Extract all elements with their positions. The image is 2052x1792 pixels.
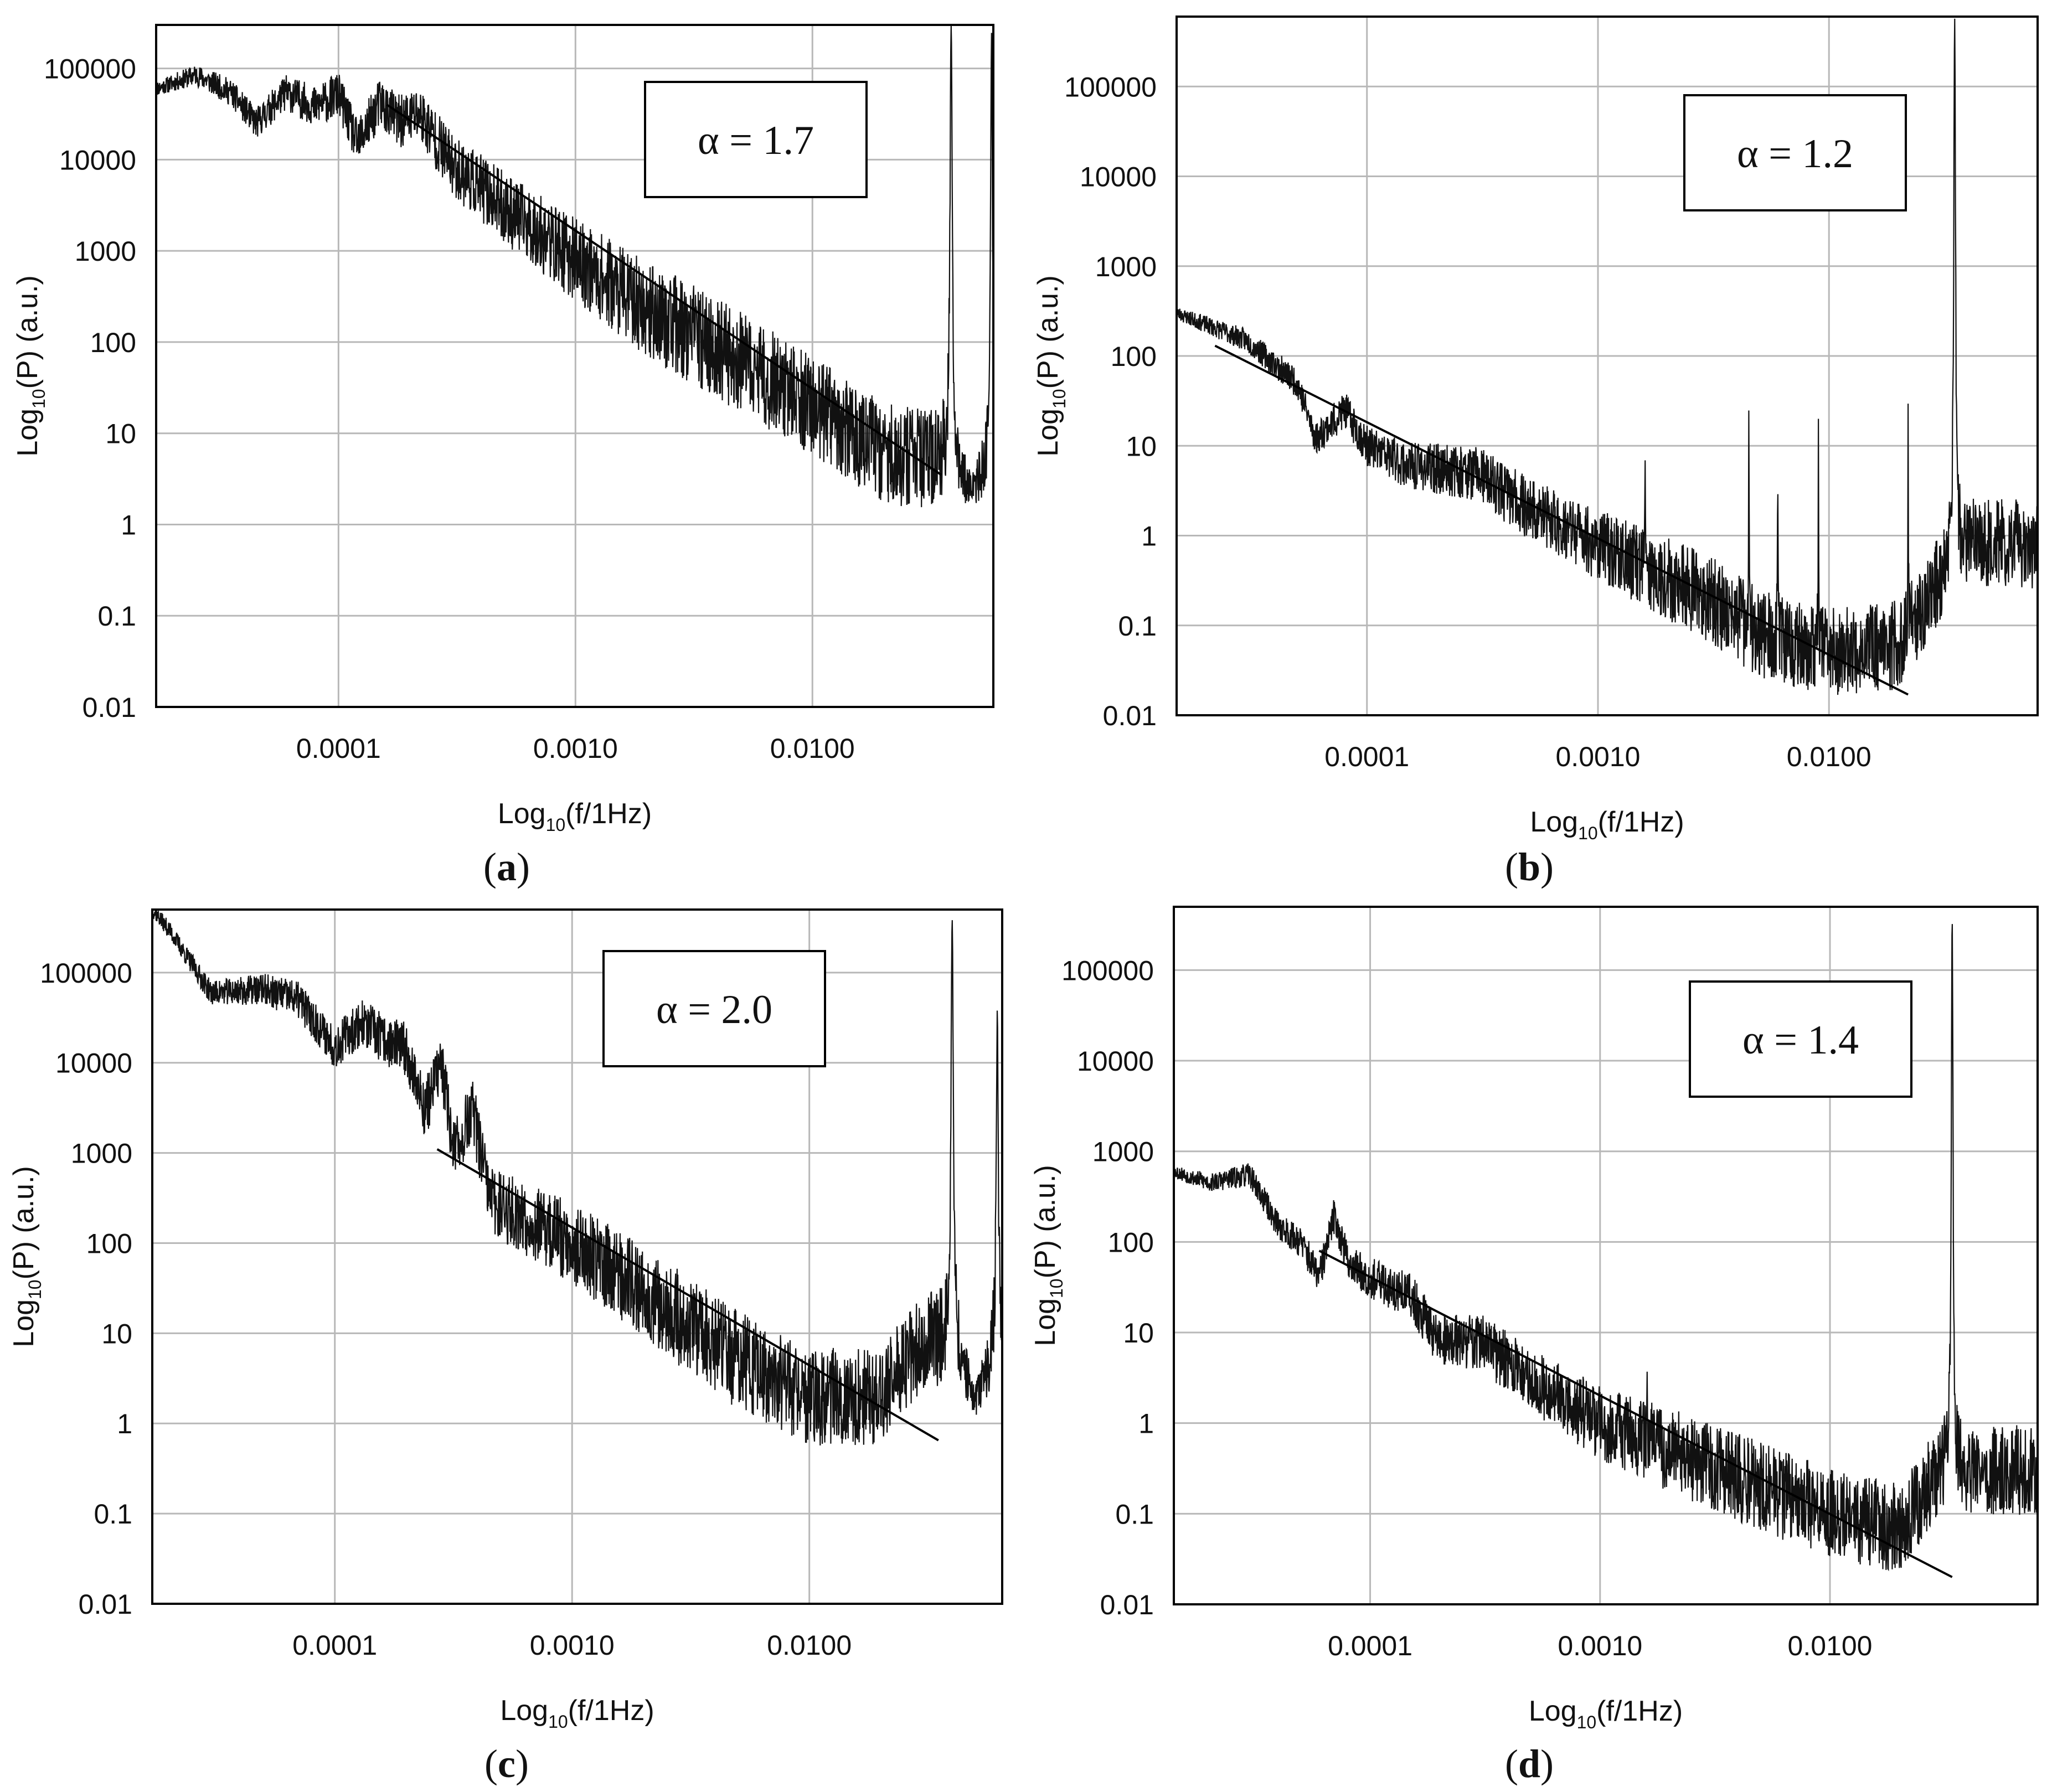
x-tick-label: 0.0001 <box>292 1630 377 1661</box>
x-axis-label: Log10(f/1Hz) <box>498 798 652 835</box>
y-tick-label: 0.1 <box>97 601 136 632</box>
alpha-annotation-box <box>1689 980 1912 1098</box>
power-law-fit-line <box>1214 344 1909 696</box>
power-law-fit-line <box>386 104 942 476</box>
spectrum-line <box>1175 18 2039 695</box>
y-tick-label: 0.1 <box>94 1499 132 1530</box>
x-tick-label: 0.0001 <box>296 733 381 764</box>
y-tick-label: 0.01 <box>79 1589 132 1620</box>
y-tick-label: 0.1 <box>1118 611 1157 642</box>
y-tick-label: 1 <box>1138 1408 1154 1439</box>
y-tick-label: 10000 <box>1077 1046 1154 1077</box>
y-tick-label: 1 <box>117 1408 132 1439</box>
panels-group: 0.0001 0.0010 0.01000.010.1110100100010000… <box>8 16 2039 1786</box>
y-tick-label: 0.1 <box>1115 1499 1154 1530</box>
grid <box>156 25 993 708</box>
plot-frame <box>1175 16 2039 716</box>
y-tick-label: 1000 <box>75 236 136 267</box>
y-tick-label: 100 <box>1108 1227 1154 1258</box>
panel-caption: (b) <box>1505 845 1554 889</box>
y-tick-label: 10 <box>105 419 136 450</box>
x-tick-label: 0.0100 <box>1788 1630 1873 1661</box>
alpha-annotation-text: α = 1.7 <box>698 118 814 163</box>
alpha-annotation-box <box>602 950 826 1067</box>
x-tick-label: 0.0100 <box>767 1630 852 1661</box>
y-tick-label: 100000 <box>44 54 136 85</box>
y-tick-label: 10000 <box>1080 162 1157 193</box>
alpha-annotation-text: α = 1.2 <box>1737 131 1853 177</box>
power-law-fit-line <box>436 1148 939 1442</box>
panel-c: 0.0001 0.0010 0.0100 0.01 0.1 1 10 100 1000 10000… <box>8 908 1003 1786</box>
power-law-fit-line <box>1318 1249 1953 1578</box>
panel-caption: (a) <box>483 845 530 889</box>
y-tick-label: 1 <box>1141 521 1157 552</box>
y-tick-label: 10 <box>101 1318 132 1349</box>
alpha-annotation-text: α = 2.0 <box>656 987 772 1032</box>
x-tick-label: 0.0010 <box>530 1630 615 1661</box>
x-tick-label: 0.0010 <box>533 733 618 764</box>
alpha-annotation-box <box>1683 94 1907 211</box>
plot-frame <box>1173 906 2039 1605</box>
panel-caption: (d) <box>1505 1742 1554 1786</box>
alpha-annotation-text: α = 1.4 <box>1742 1018 1859 1063</box>
x-tick-label: 0.0100 <box>1787 741 1871 772</box>
x-axis-label: Log10(f/1Hz) <box>500 1695 654 1732</box>
y-tick-label: 100 <box>90 327 136 358</box>
x-tick-label: 0.0010 <box>1556 741 1641 772</box>
x-tick-label: 0.0001 <box>1328 1630 1412 1661</box>
y-tick-label: 100 <box>1111 341 1157 372</box>
spectrum-line <box>156 25 994 508</box>
y-tick-label: 10 <box>1123 1318 1154 1349</box>
y-axis-label: Log10(P) (a.u.) <box>1029 1165 1066 1346</box>
y-tick-label: 100000 <box>1061 955 1154 986</box>
spectrum-line <box>1173 924 2039 1572</box>
x-tick-label: 0.0100 <box>770 733 855 764</box>
y-tick-label: 10000 <box>55 1048 132 1079</box>
panel-caption: (c) <box>484 1742 529 1786</box>
y-tick-label: 1 <box>121 509 136 540</box>
y-tick-label: 10 <box>1126 431 1157 462</box>
y-tick-label: 10000 <box>59 144 136 175</box>
plot-frame <box>155 24 994 708</box>
y-axis-label: Log10(P) (a.u.) <box>8 1166 45 1347</box>
y-tick-label: 1000 <box>71 1138 132 1169</box>
y-tick-label: 0.01 <box>83 692 136 723</box>
x-axis-label: Log10(f/1Hz) <box>1529 1695 1683 1732</box>
y-tick-label: 1000 <box>1092 1137 1154 1168</box>
alpha-annotation-box <box>644 81 868 198</box>
y-axis-label: Log10(P) (a.u.) <box>12 275 49 457</box>
y-tick-label: 0.01 <box>1100 1589 1154 1620</box>
y-tick-label: 100 <box>86 1228 132 1259</box>
panel-a: 0.0001 0.0010 0.0100 0.01 0.1 1 10 100 1000 10000… <box>12 24 994 889</box>
y-tick-label: 100000 <box>40 958 132 989</box>
spectrum-line <box>151 909 1003 1446</box>
x-tick-label: 0.0010 <box>1558 1630 1642 1661</box>
y-tick-label: 0.01 <box>1103 700 1157 731</box>
panel-b: 0.0001 0.0010 0.0100 0.01 0.1 1 10 100 1000 10000… <box>1032 16 2039 889</box>
x-axis-label: Log10(f/1Hz) <box>1530 806 1684 843</box>
x-tick-label: 0.0001 <box>1324 741 1409 772</box>
y-tick-label: 1000 <box>1095 251 1157 282</box>
y-tick-label: 100000 <box>1064 71 1157 102</box>
y-axis-label: Log10(P) (a.u.) <box>1032 275 1069 457</box>
plot-frame <box>151 908 1003 1605</box>
panel-d: 0.0001 0.0010 0.0100 0.01 0.1 1 10 100 1000 10000… <box>1029 906 2039 1786</box>
